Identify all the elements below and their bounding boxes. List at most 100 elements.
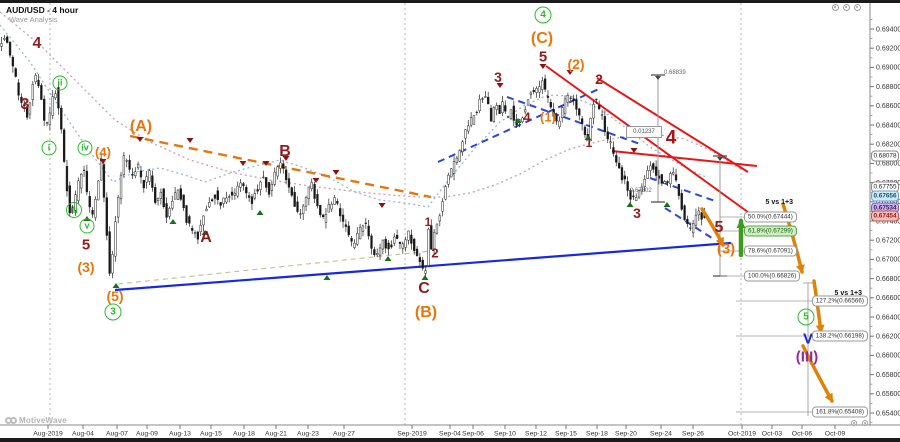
- wave-label-1[interactable]: 1: [424, 215, 432, 229]
- date-tick-label: Aug-07: [106, 431, 128, 438]
- price-marker-0.68078: 0.68078: [871, 150, 899, 162]
- wave-label-3[interactable]: 3: [104, 303, 122, 321]
- wave-label-5[interactable]: 5: [81, 236, 91, 254]
- price-tick-label: 0.69400: [876, 26, 900, 33]
- fib-level-label-100.0%[interactable]: 100.0%(0.66826): [744, 270, 801, 282]
- logo-circle-icon: [10, 417, 17, 424]
- price-tick-label: 0.65400: [876, 410, 900, 417]
- wave-label-1[interactable]: (1): [540, 109, 556, 125]
- wave-label-3[interactable]: (3): [716, 240, 736, 258]
- wave-label-V[interactable]: V: [802, 330, 814, 348]
- tool-handle-icon[interactable]: [851, 420, 857, 426]
- projection-arrow-4[interactable]: [801, 344, 834, 403]
- bear-trendline-1[interactable]: [545, 65, 753, 216]
- wave-label-4[interactable]: 4: [534, 6, 552, 24]
- wave-label-iii[interactable]: iii: [66, 202, 82, 218]
- date-tick-label: Sep-06: [462, 431, 484, 438]
- swing-low-marker: [663, 202, 671, 207]
- wave-label-B[interactable]: B: [279, 143, 291, 160]
- price-tick-label: 0.69200: [876, 46, 900, 53]
- measured-range: 0.01237: [626, 126, 662, 138]
- symbol-title: AUD/USD - 4 hour: [6, 5, 79, 15]
- swing-high-marker: [136, 137, 144, 142]
- price-axis[interactable]: 0.69400 0.69200 0.69000 0.68800 0.68600 0.684…: [870, 18, 900, 424]
- swing-low-marker: [626, 202, 634, 207]
- swing-high-marker: [630, 148, 638, 153]
- date-tick-label: Sep-15: [555, 431, 577, 438]
- projection-arrow-1[interactable]: [700, 207, 725, 247]
- price-tick-label: 0.66400: [876, 314, 900, 321]
- projection-arrow-2[interactable]: [781, 202, 805, 274]
- swing-high-marker: [99, 159, 107, 164]
- tan-support-indicator-line[interactable]: [117, 250, 431, 285]
- wave-label-ii[interactable]: ii: [52, 75, 68, 91]
- wave-label-3[interactable]: 3: [633, 205, 641, 221]
- wave-label-III[interactable]: (III): [795, 348, 819, 366]
- wave-label-3[interactable]: 3: [494, 69, 502, 85]
- gear-icon[interactable]: [854, 4, 861, 11]
- measurement-line[interactable]: [651, 74, 665, 203]
- date-tick-label: Sep-12: [525, 431, 547, 438]
- swing-low-marker: [514, 118, 522, 123]
- gear-icon[interactable]: [832, 4, 839, 11]
- wave-label-3[interactable]: 3: [20, 96, 30, 113]
- price-tick-label: 0.66200: [876, 334, 900, 341]
- price-tick-label: 0.66800: [876, 276, 900, 283]
- swing-low-marker: [323, 275, 331, 280]
- wave-label-4[interactable]: 4: [523, 109, 531, 125]
- date-tick-label: Aug-13: [169, 431, 191, 438]
- swing-high-marker: [378, 203, 386, 208]
- wave-label-A[interactable]: (A): [129, 118, 153, 135]
- wave-label-v[interactable]: v: [79, 218, 95, 234]
- wave-label-5[interactable]: 5: [714, 219, 724, 236]
- measurement-line[interactable]: [713, 155, 727, 277]
- wave-label-iv[interactable]: iv: [77, 140, 93, 156]
- wave-label-A[interactable]: A: [200, 229, 212, 246]
- price-tick-label: 0.65600: [876, 391, 900, 398]
- swing-low-value: 0.67602: [630, 188, 652, 194]
- date-tick-label: Oct-06: [792, 431, 813, 438]
- wave-label-1[interactable]: 1: [585, 136, 593, 150]
- date-tick-label: Aug-18: [233, 431, 255, 438]
- fib-level-label-138.2%[interactable]: 138.2%(0.66198): [811, 330, 868, 342]
- swing-low-marker: [112, 283, 120, 288]
- fib-level-label-127.2%[interactable]: 127.2%(0.66566): [811, 295, 868, 307]
- projection-arrow-3[interactable]: [812, 279, 825, 334]
- wave-label-2[interactable]: (2): [567, 56, 585, 72]
- date-tick-label: Aug-09: [136, 431, 158, 438]
- tool-handle-icon[interactable]: [862, 420, 868, 426]
- fib-level-label-50.0%[interactable]: 50.0%(0.67444): [744, 211, 797, 223]
- wave-label-5[interactable]: 5: [797, 308, 815, 326]
- window-top-border: [0, 0, 900, 3]
- price-tick-label: 0.68800: [876, 84, 900, 91]
- ma-slow-indicator-line[interactable]: [0, 11, 743, 198]
- swing-high-marker: [566, 70, 574, 75]
- date-tick-label: Sep-2019: [397, 431, 427, 438]
- wave-label-C[interactable]: C: [418, 280, 430, 297]
- price-tick-label: 0.68600: [876, 103, 900, 110]
- fib-level-label-61.8%[interactable]: 61.8%(0.67299): [744, 225, 797, 237]
- gear-icon[interactable]: [843, 4, 850, 11]
- wave-label-5[interactable]: 5: [538, 48, 548, 66]
- bear-trendline-3[interactable]: [611, 150, 758, 167]
- wave-label-4[interactable]: 4: [32, 35, 42, 52]
- price-tick-label: 0.65800: [876, 372, 900, 379]
- wave-label-3[interactable]: (3): [77, 259, 95, 275]
- wave-label-B[interactable]: (B): [414, 304, 438, 321]
- date-axis[interactable]: Aug-2019 Aug-04 Aug-07 Aug-09 Aug-13 Aug-15 Au…: [33, 425, 845, 438]
- wave-label-2[interactable]: 2: [431, 245, 439, 261]
- date-tick-label: Sep-20: [615, 431, 637, 438]
- wave-label-C[interactable]: (C): [530, 30, 554, 47]
- ma-fast-indicator-line[interactable]: [0, 24, 707, 208]
- swing-low-marker: [384, 256, 392, 261]
- wave-label-i[interactable]: i: [41, 140, 57, 156]
- fib-level-label-161.8%[interactable]: 161.8%(0.65408): [811, 406, 868, 418]
- price-marker-0.67454: 0.67454: [871, 210, 899, 222]
- wave-label-2[interactable]: 2: [595, 71, 603, 87]
- fib-level-label-78.6%[interactable]: 78.6%(0.67091): [744, 245, 797, 257]
- wave-label-4[interactable]: (4): [95, 144, 111, 160]
- wave-label-4[interactable]: 4: [665, 127, 677, 149]
- wave-label-5[interactable]: (5): [106, 288, 124, 304]
